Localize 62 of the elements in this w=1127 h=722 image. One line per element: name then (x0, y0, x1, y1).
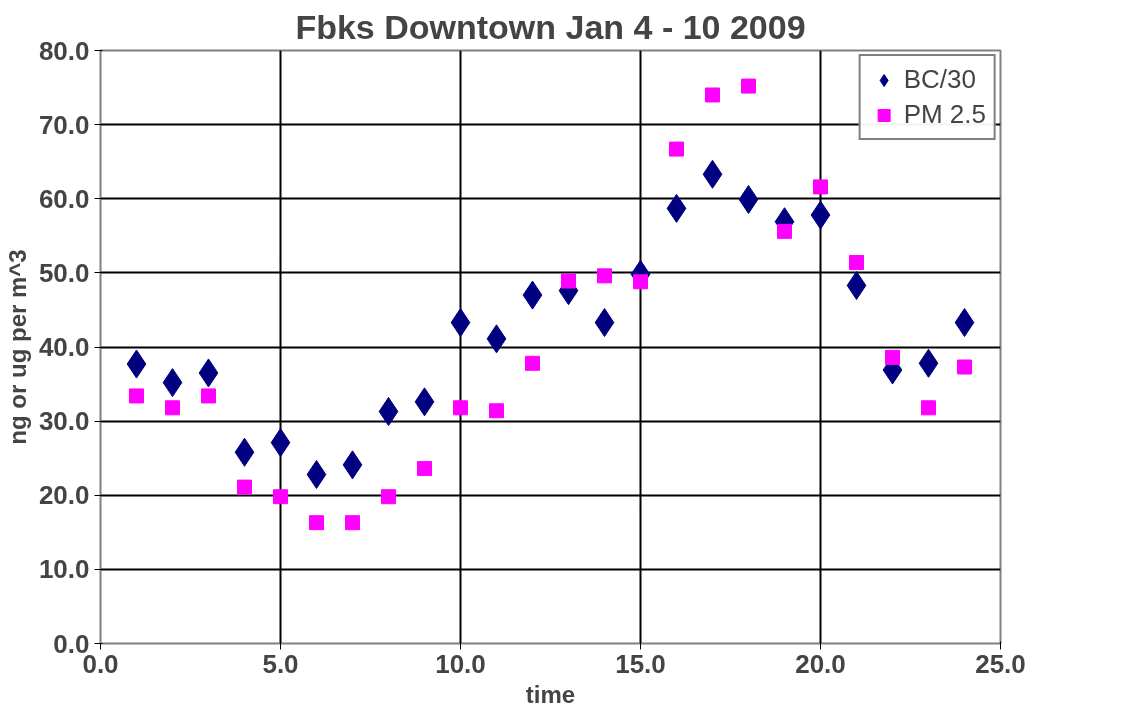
point (129, 388, 144, 404)
chart-title: Fbks Downtown Jan 4 - 10 2009 (295, 7, 806, 46)
point (381, 489, 396, 505)
point (486, 324, 507, 354)
point (198, 358, 219, 388)
point (669, 141, 684, 157)
point (237, 479, 252, 495)
y-axis-title: ng or ug per m^3 (3, 249, 31, 445)
point (201, 388, 216, 404)
y-tick-label: 20.0 (38, 480, 90, 511)
point (741, 78, 756, 94)
point (954, 308, 975, 338)
point (378, 396, 399, 426)
point (306, 459, 327, 489)
point (918, 348, 939, 378)
point (810, 200, 831, 230)
legend-label: BC/30 (903, 64, 976, 95)
point (957, 359, 972, 375)
point (921, 400, 936, 416)
point (525, 355, 540, 371)
point (885, 349, 900, 365)
point (846, 270, 867, 300)
y-tick-label: 50.0 (38, 257, 90, 288)
x-tick-label: 15.0 (615, 648, 666, 679)
x-tick-label: 25.0 (975, 648, 1026, 679)
point (522, 280, 543, 310)
point (165, 400, 180, 416)
point (234, 437, 255, 467)
point (453, 400, 468, 416)
y-tick-label: 40.0 (38, 332, 90, 362)
point (417, 461, 432, 477)
x-axis-title: time (525, 680, 576, 708)
y-tick-label: 10.0 (38, 554, 90, 585)
point (162, 368, 183, 398)
point (342, 450, 363, 480)
point (633, 274, 648, 290)
point (309, 515, 324, 531)
point (813, 179, 828, 195)
point (597, 268, 612, 284)
point (594, 308, 615, 338)
point (450, 308, 471, 338)
legend-label: PM 2.5 (903, 99, 986, 130)
point (489, 403, 504, 419)
x-tick-label: 20.0 (795, 648, 846, 679)
y-tick-label: 30.0 (38, 406, 90, 437)
point (270, 428, 291, 458)
point (702, 159, 723, 189)
point (849, 255, 864, 270)
point (561, 273, 576, 289)
point (414, 387, 435, 417)
x-tick-label: 5.0 (262, 648, 299, 679)
point (273, 489, 288, 505)
x-tick-label: 10.0 (435, 648, 486, 679)
point (705, 87, 720, 103)
y-tick-label: 80.0 (38, 35, 90, 66)
point (777, 223, 792, 239)
point (126, 349, 147, 379)
y-tick-label: 70.0 (38, 109, 90, 140)
y-tick-label: 60.0 (38, 183, 90, 214)
point (345, 515, 360, 531)
point (666, 193, 687, 223)
point (738, 184, 759, 214)
